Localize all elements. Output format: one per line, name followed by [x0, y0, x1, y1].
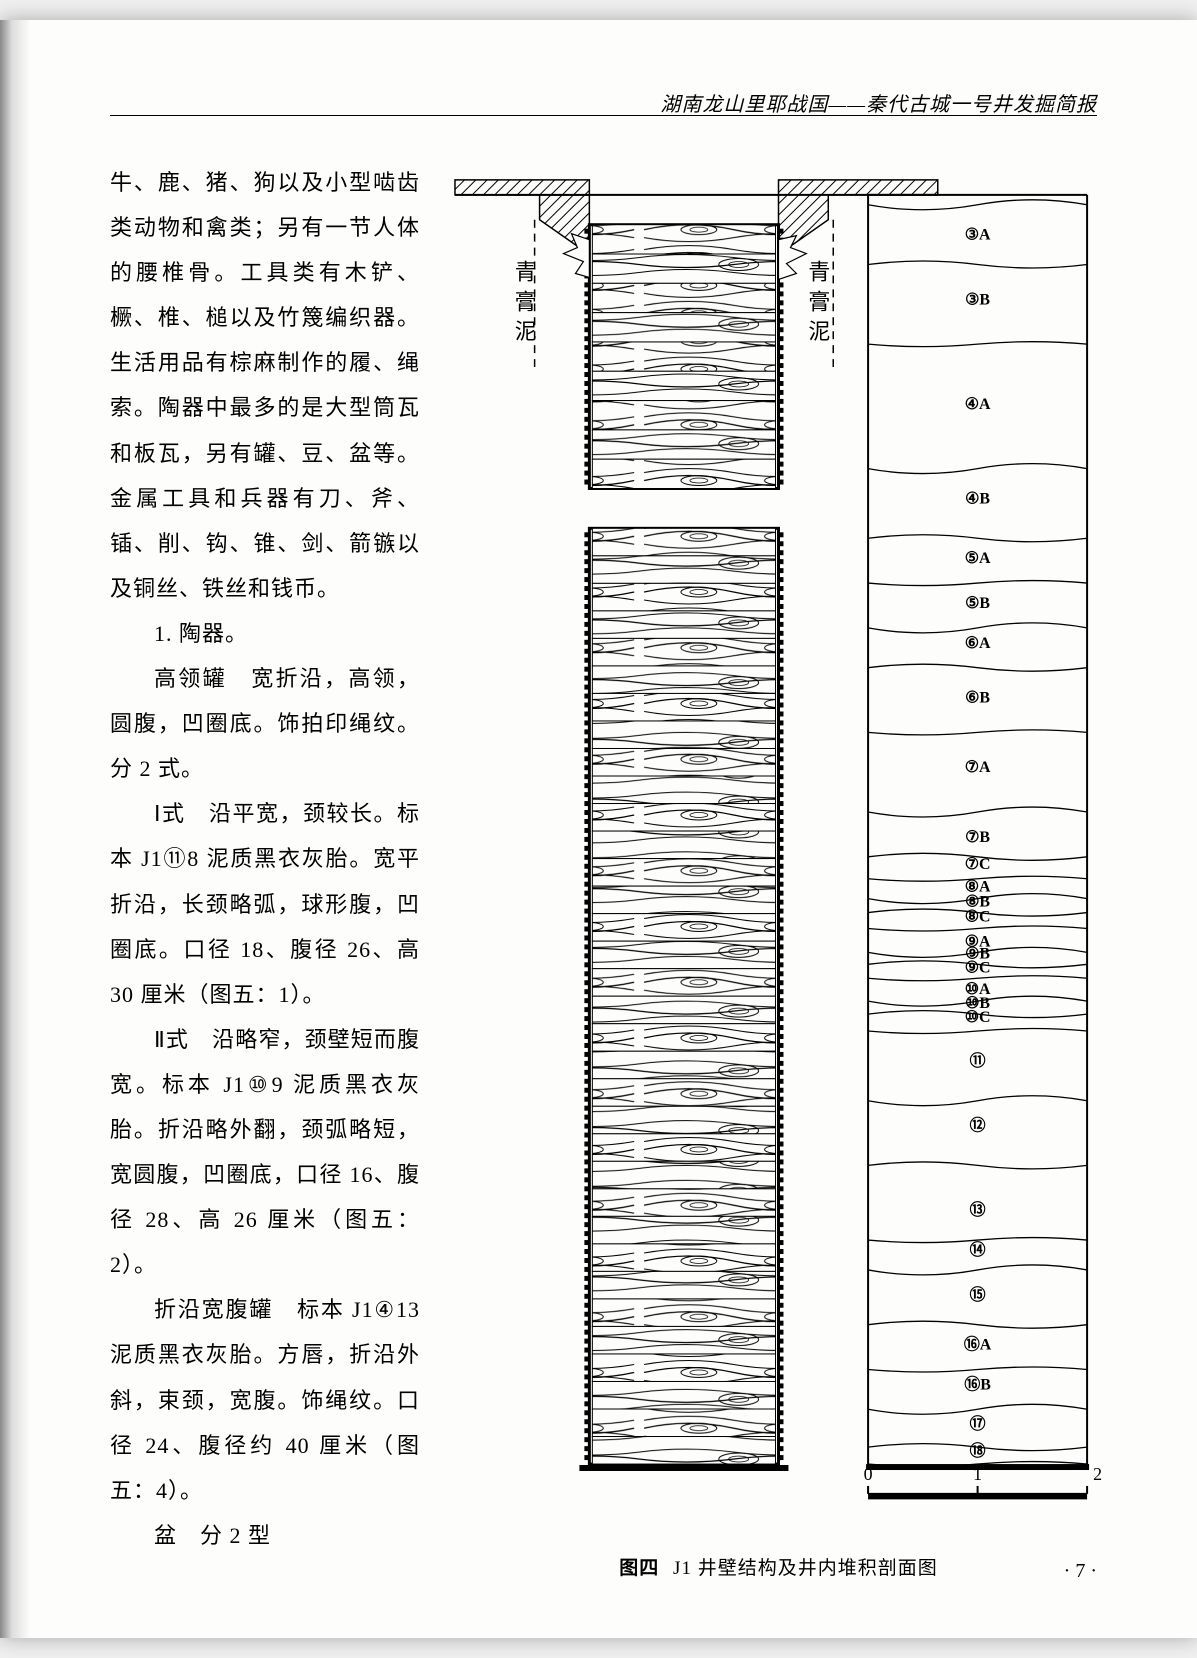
svg-text:⑦C: ⑦C: [965, 856, 991, 873]
para-2: 1. 陶器。: [110, 611, 420, 656]
para-5: Ⅱ式 沿略窄，颈壁短而腹宽。标本 J1⑩9 泥质黑衣灰胎。折沿略外翻，颈弧略短，…: [110, 1017, 420, 1288]
caption-text: J1 井壁结构及井内堆积剖面图: [673, 1558, 938, 1579]
svg-text:⑧C: ⑧C: [965, 909, 991, 926]
figure-svg: 青青膏膏泥泥③A③B④A④B⑤A⑤B⑥A⑥B⑦A⑦B⑦C⑧A⑧B⑧C⑨A⑨B⑨C…: [450, 160, 1107, 1540]
svg-text:⑩C: ⑩C: [965, 1009, 991, 1026]
svg-text:⑰: ⑰: [970, 1414, 986, 1433]
svg-text:⑦B: ⑦B: [965, 829, 990, 846]
svg-text:膏: 膏: [515, 289, 537, 314]
svg-text:⑯A: ⑯A: [964, 1335, 992, 1354]
svg-text:④B: ④B: [965, 490, 990, 507]
svg-text:泥: 泥: [515, 319, 537, 344]
svg-text:⑥A: ⑥A: [965, 635, 991, 652]
svg-text:⑱: ⑱: [970, 1441, 986, 1460]
svg-text:1: 1: [973, 1464, 982, 1484]
svg-text:⑤A: ⑤A: [965, 550, 991, 567]
para-6: 折沿宽腹罐 标本 J1④13 泥质黑衣灰胎。方唇，折沿外斜，束颈，宽腹。饰绳纹。…: [110, 1287, 420, 1512]
svg-text:⑥B: ⑥B: [965, 690, 990, 707]
svg-text:青: 青: [515, 259, 537, 284]
content-row: 牛、鹿、猪、狗以及小型啮齿类动物和禽类；另有一节人体的腰椎骨。工具类有木铲、橛、…: [110, 160, 1107, 1580]
svg-text:⑨C: ⑨C: [965, 959, 991, 976]
svg-text:⑯B: ⑯B: [964, 1374, 991, 1393]
para-3: 高领罐 宽折沿，高领，圆腹，凹圈底。饰拍印绳纹。分 2 式。: [110, 656, 420, 791]
page-number: · 7 ·: [1064, 1560, 1097, 1583]
svg-text:膏: 膏: [808, 289, 830, 314]
para-1: 牛、鹿、猪、狗以及小型啮齿类动物和禽类；另有一节人体的腰椎骨。工具类有木铲、橛、…: [110, 160, 420, 611]
figure-column: 青青膏膏泥泥③A③B④A④B⑤A⑤B⑥A⑥B⑦A⑦B⑦C⑧A⑧B⑧C⑨A⑨B⑨C…: [450, 160, 1107, 1580]
svg-text:④A: ④A: [965, 396, 991, 413]
figure-caption: 图四 J1 井壁结构及井内堆积剖面图: [450, 1553, 1107, 1580]
running-head: 湖南龙山里耶战国——秦代古城一号井发掘简报: [660, 88, 1097, 117]
para-7: 盆 分 2 型: [110, 1513, 420, 1558]
page: 湖南龙山里耶战国——秦代古城一号井发掘简报 牛、鹿、猪、狗以及小型啮齿类动物和禽…: [0, 20, 1197, 1638]
svg-text:⑬: ⑬: [970, 1200, 986, 1219]
svg-text:⑮: ⑮: [970, 1285, 986, 1304]
scan-edge: [0, 20, 30, 1638]
svg-text:青: 青: [808, 259, 830, 284]
svg-text:0: 0: [864, 1464, 873, 1484]
svg-text:⑪: ⑪: [970, 1051, 986, 1070]
svg-text:⑤B: ⑤B: [965, 595, 990, 612]
caption-label: 图四: [619, 1558, 659, 1579]
svg-text:⑭: ⑭: [970, 1240, 986, 1259]
header-rule: [110, 115, 1097, 116]
svg-text:③B: ③B: [965, 291, 990, 308]
svg-text:③A: ③A: [965, 227, 991, 244]
svg-text:2 米: 2 米: [1093, 1464, 1107, 1484]
svg-text:泥: 泥: [808, 319, 830, 344]
para-4: Ⅰ式 沿平宽，颈较长。标本 J1⑪8 泥质黑衣灰胎。宽平折沿，长颈略弧，球形腹，…: [110, 791, 420, 1016]
svg-text:⑦A: ⑦A: [965, 759, 991, 776]
svg-text:⑫: ⑫: [970, 1116, 986, 1135]
text-column: 牛、鹿、猪、狗以及小型啮齿类动物和禽类；另有一节人体的腰椎骨。工具类有木铲、橛、…: [110, 160, 420, 1580]
